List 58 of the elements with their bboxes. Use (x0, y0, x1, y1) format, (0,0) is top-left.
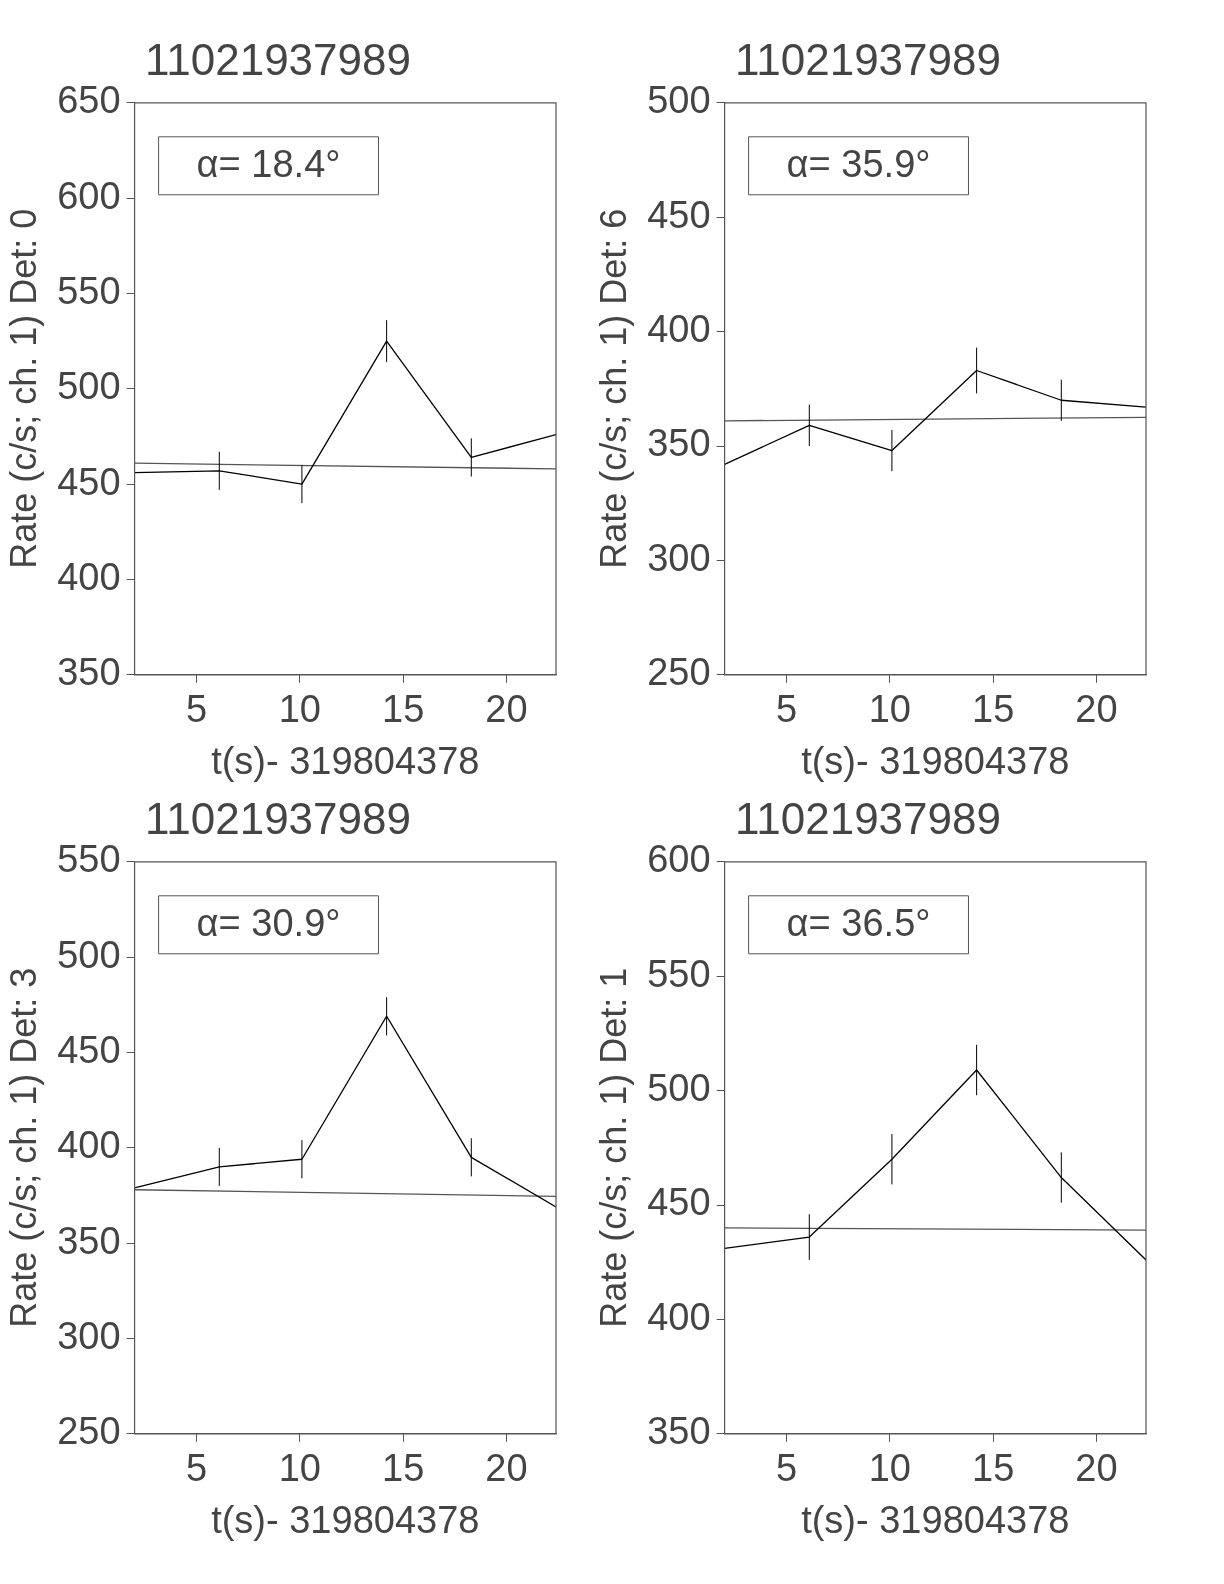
chart-title: 11021937989 (145, 793, 411, 843)
x-tick-label: 20 (485, 1447, 528, 1490)
y-tick-label: 400 (647, 308, 711, 351)
x-tick-label: 10 (868, 1447, 911, 1490)
y-tick-label: 650 (57, 79, 121, 122)
x-tick-label: 5 (186, 688, 208, 731)
y-tick-label: 450 (57, 1028, 121, 1071)
y-tick-label: 550 (647, 952, 711, 995)
y-tick-label: 250 (647, 651, 711, 694)
x-tick-label: 15 (382, 688, 425, 731)
annotation: α= 36.5° (786, 902, 931, 945)
y-tick-label: 400 (647, 1295, 711, 1338)
x-tick-label: 5 (776, 688, 798, 731)
y-tick-label: 350 (647, 422, 711, 465)
y-tick-label: 300 (57, 1314, 121, 1357)
y-tick-label: 400 (57, 1124, 121, 1167)
x-tick-label: 5 (186, 1447, 208, 1490)
y-tick-label: 450 (647, 193, 711, 236)
y-tick-label: 500 (647, 1067, 711, 1110)
x-axis-title: t(s)- 319804378 (801, 1498, 1070, 1541)
x-axis-title: t(s)- 319804378 (211, 739, 480, 782)
y-tick-label: 250 (57, 1410, 121, 1453)
chart-title: 11021937989 (735, 793, 1001, 843)
y-axis-title: Rate (c/s; ch. 1) Det: 0 (2, 208, 44, 569)
y-tick-label: 550 (57, 269, 121, 312)
x-axis-title: t(s)- 319804378 (211, 1498, 480, 1541)
y-tick-label: 450 (647, 1181, 711, 1224)
y-tick-label: 500 (57, 933, 121, 976)
x-tick-label: 10 (868, 688, 911, 731)
x-tick-label: 20 (485, 688, 528, 731)
x-tick-label: 15 (972, 1447, 1015, 1490)
y-tick-label: 450 (57, 460, 121, 503)
y-tick-label: 600 (647, 838, 711, 881)
annotation: α= 35.9° (786, 143, 931, 186)
y-tick-label: 500 (57, 365, 121, 408)
x-tick-label: 20 (1075, 688, 1118, 731)
y-axis-title: Rate (c/s; ch. 1) Det: 3 (2, 967, 44, 1328)
x-tick-label: 15 (972, 688, 1015, 731)
x-tick-label: 15 (382, 1447, 425, 1490)
y-tick-label: 350 (647, 1410, 711, 1453)
x-tick-label: 10 (278, 688, 321, 731)
y-tick-label: 600 (57, 174, 121, 217)
y-tick-label: 300 (647, 536, 711, 579)
chart-title: 11021937989 (735, 34, 1001, 84)
x-tick-label: 20 (1075, 1447, 1118, 1490)
chart-title: 11021937989 (145, 34, 411, 84)
x-tick-label: 5 (776, 1447, 798, 1490)
y-tick-label: 550 (57, 838, 121, 881)
y-axis-title: Rate (c/s; ch. 1) Det: 1 (592, 967, 634, 1328)
x-axis-title: t(s)- 319804378 (801, 739, 1070, 782)
annotation: α= 18.4° (196, 143, 341, 186)
annotation: α= 30.9° (196, 902, 341, 945)
y-tick-label: 500 (647, 79, 711, 122)
y-tick-label: 350 (57, 1219, 121, 1262)
y-axis-title: Rate (c/s; ch. 1) Det: 6 (592, 208, 634, 569)
y-tick-label: 400 (57, 555, 121, 598)
y-tick-label: 350 (57, 651, 121, 694)
x-tick-label: 10 (278, 1447, 321, 1490)
